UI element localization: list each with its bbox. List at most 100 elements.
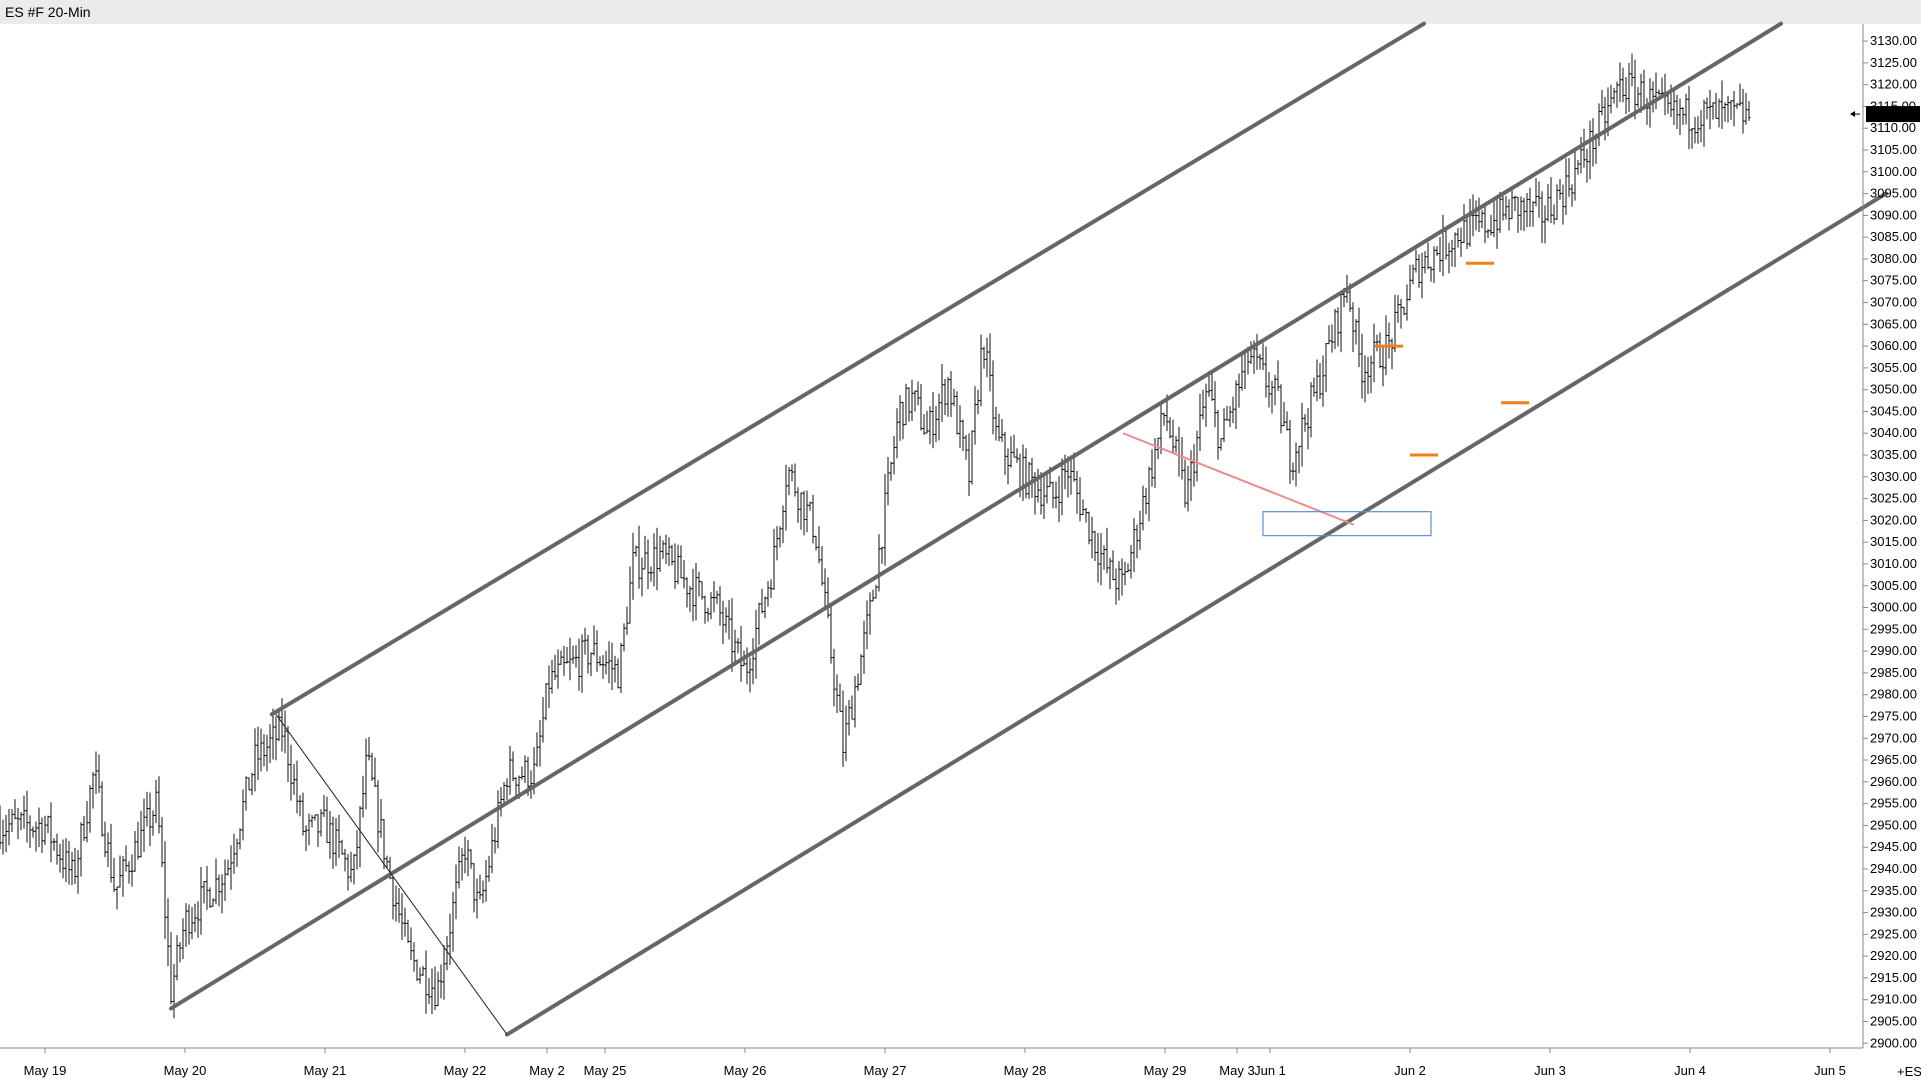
channel-line — [269, 21, 1426, 717]
price-bar — [898, 395, 902, 441]
price-bar — [154, 780, 158, 824]
price-bar — [1708, 90, 1712, 130]
price-bar — [973, 386, 977, 445]
y-tick-label: 2955.00 — [1870, 796, 1917, 811]
price-bar — [502, 782, 506, 805]
price-bar — [379, 798, 383, 838]
price-bar — [1240, 353, 1244, 391]
price-bar — [955, 391, 959, 435]
price-bar — [1162, 412, 1166, 426]
price-bar — [715, 590, 719, 604]
price-bar — [925, 410, 929, 434]
price-bar — [1450, 239, 1454, 267]
price-bar — [1525, 193, 1529, 228]
price-bar — [385, 855, 389, 869]
price-bar — [952, 388, 956, 407]
price-bar — [1612, 87, 1616, 104]
price-bar — [172, 964, 176, 1019]
current-price-marker: 3113.25 — [1850, 106, 1920, 123]
price-bar — [403, 907, 407, 937]
x-tick-label: Jun 1 — [1254, 1063, 1286, 1078]
price-bar — [583, 627, 587, 655]
price-bar — [1150, 449, 1154, 487]
price-bar — [865, 600, 869, 650]
price-bar — [1318, 363, 1322, 400]
price-bar — [853, 676, 857, 728]
annotations — [169, 21, 1888, 1037]
price-bar — [733, 629, 737, 666]
price-bar — [412, 942, 416, 972]
price-bar — [22, 795, 26, 829]
price-bar — [436, 971, 440, 1007]
price-bar — [1522, 197, 1526, 231]
price-bar — [700, 581, 704, 600]
price-bar — [1570, 184, 1574, 207]
price-bar — [1186, 465, 1190, 512]
price-bar — [475, 878, 479, 919]
price-bar — [1567, 157, 1571, 197]
price-bar — [31, 826, 35, 838]
x-tick-label: Jun 2 — [1394, 1063, 1426, 1078]
y-tick-label: 3075.00 — [1870, 273, 1917, 288]
price-bar — [1459, 227, 1463, 257]
price-bar — [871, 589, 875, 602]
price-bar — [1564, 158, 1568, 215]
price-bar — [1627, 63, 1631, 113]
y-tick-label: 3090.00 — [1870, 207, 1917, 222]
price-bar — [1078, 477, 1082, 522]
price-bar — [823, 568, 827, 609]
x-tick-label: May 28 — [1004, 1063, 1047, 1078]
price-bar — [1111, 550, 1115, 581]
price-bar — [1363, 355, 1367, 403]
price-bar — [694, 563, 698, 621]
price-bar — [298, 795, 302, 817]
price-bar — [784, 464, 788, 531]
price-bar — [1276, 360, 1280, 391]
price-bar — [181, 918, 185, 960]
price-bar — [847, 699, 851, 736]
price-bar — [1096, 532, 1100, 583]
price-bar — [1456, 228, 1460, 248]
price-bar — [1309, 381, 1313, 438]
price-bar — [175, 935, 179, 981]
price-bar — [886, 456, 890, 506]
price-bar — [73, 847, 77, 885]
price-bar — [1189, 450, 1193, 502]
price-bar — [97, 754, 101, 793]
price-bar — [136, 821, 140, 860]
y-tick-label: 2905.00 — [1870, 1013, 1917, 1028]
price-bar — [1174, 435, 1178, 453]
price-bar — [1402, 306, 1406, 316]
price-bar — [1699, 110, 1703, 143]
price-bar — [703, 595, 707, 624]
price-bar — [1546, 184, 1550, 222]
price-bar — [1357, 307, 1361, 368]
x-tick-label: May 3 — [1219, 1063, 1254, 1078]
price-bar — [1561, 184, 1565, 225]
price-bar — [1405, 284, 1409, 321]
price-bar — [1717, 98, 1721, 128]
price-bar — [490, 823, 494, 874]
y-tick-label: 2930.00 — [1870, 905, 1917, 920]
price-bar — [247, 777, 251, 791]
price-bar — [961, 419, 965, 452]
price-bar — [766, 581, 770, 607]
price-bar — [601, 655, 605, 679]
price-bar — [634, 545, 638, 557]
price-bar — [748, 657, 752, 693]
price-bar — [805, 490, 809, 533]
price-bar — [43, 815, 47, 846]
price-bar — [1498, 191, 1502, 233]
price-bar — [790, 464, 794, 482]
price-bar — [271, 708, 275, 760]
price-bar — [1600, 89, 1604, 116]
price-bar — [16, 807, 20, 840]
price-bar — [235, 838, 239, 867]
price-bar — [1705, 97, 1709, 120]
price-bar — [226, 859, 230, 876]
price-bar — [169, 932, 173, 1005]
x-tick-label: Jun 4 — [1674, 1063, 1706, 1078]
price-bar — [754, 609, 758, 679]
price-bar — [997, 413, 1001, 442]
